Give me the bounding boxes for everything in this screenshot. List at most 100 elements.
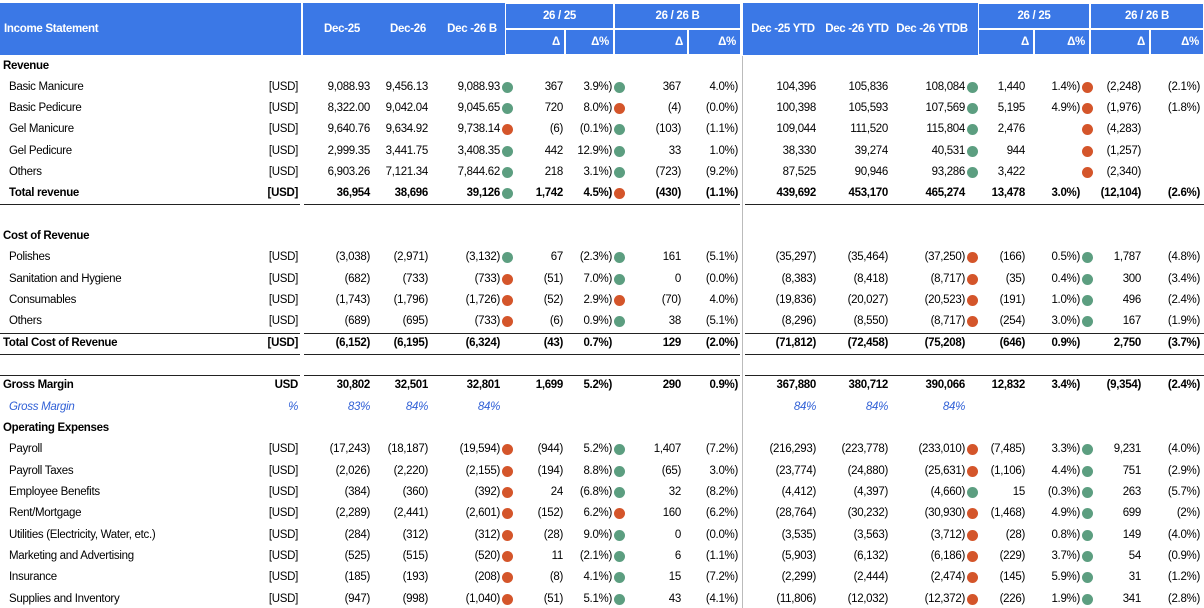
- row-label: Basic Manicure: [9, 80, 84, 93]
- cell-value: 109,044: [776, 123, 817, 136]
- cell-value: 7,844.62: [457, 166, 501, 179]
- status-dot: [967, 316, 978, 328]
- status-dot: [502, 103, 513, 115]
- cell-value: 111,520: [850, 123, 888, 136]
- cell-value: (2,444): [853, 571, 889, 584]
- cell-value: 442: [544, 144, 564, 157]
- cell-value: 13,478: [991, 187, 1026, 200]
- cell-value: (223,778): [841, 443, 888, 456]
- status-dot: [502, 81, 513, 93]
- cell-value: 5.9%): [1051, 571, 1080, 584]
- row-label: Gross Margin: [9, 400, 75, 413]
- cell-value: (0.3%): [1047, 486, 1080, 499]
- status-dot: [502, 508, 513, 520]
- cell-value: (2,026): [335, 464, 371, 477]
- cell-value: 4.0%): [709, 80, 738, 93]
- cell-value: 32,801: [466, 379, 501, 392]
- status-dot: [1082, 273, 1093, 285]
- status-dot: [967, 124, 978, 136]
- cell-value: 3,441.75: [385, 144, 429, 157]
- cell-value: (1,040): [465, 592, 501, 605]
- row-label: Payroll: [9, 443, 43, 456]
- cell-value: 38: [668, 315, 682, 328]
- cell-value: (28): [543, 528, 564, 541]
- status-dot: [1082, 551, 1093, 563]
- status-dot: [614, 103, 625, 115]
- cell-value: 39,126: [466, 187, 501, 200]
- status-dot: [614, 124, 625, 136]
- cell-value: 40,531: [931, 144, 966, 157]
- status-dot: [1082, 529, 1093, 541]
- cell-value: 39,274: [854, 144, 889, 157]
- cell-value: (8,418): [853, 272, 889, 285]
- row-label: Gross Margin: [3, 379, 74, 392]
- status-dot: [502, 551, 513, 563]
- status-dot: [967, 529, 978, 541]
- row-border: [304, 353, 740, 355]
- cell-value: (5.1%): [705, 251, 738, 264]
- cell-value: (3,038): [335, 251, 371, 264]
- cell-value: (193): [402, 571, 429, 584]
- cell-value: 3.3%): [1051, 443, 1080, 456]
- cell-value: 751: [1122, 464, 1142, 477]
- status-dot: [967, 444, 978, 456]
- cell-value: 9,045.65: [457, 102, 501, 115]
- cell-value: 5.2%): [583, 379, 612, 392]
- status-dot: [614, 572, 625, 584]
- unit-label: [USD]: [268, 80, 298, 93]
- row-label: Payroll Taxes: [9, 464, 74, 477]
- cell-value: (4.0%): [1167, 443, 1200, 456]
- cell-value: (312): [402, 528, 429, 541]
- cell-value: (30,930): [924, 507, 966, 520]
- section-label: Operating Expenses: [3, 422, 109, 435]
- status-dot: [502, 316, 513, 328]
- cell-value: 380,712: [848, 379, 889, 392]
- cell-value: (3,132): [465, 251, 501, 264]
- cell-value: (4,283): [1106, 123, 1142, 136]
- cell-value: 31: [1128, 571, 1142, 584]
- cell-value: (1.9%): [1167, 315, 1200, 328]
- row-border: [304, 332, 740, 334]
- cell-value: (0.0%): [705, 272, 738, 285]
- cell-value: (1.1%): [705, 187, 738, 200]
- cell-value: 218: [544, 166, 564, 179]
- cell-value: 0.5%): [1051, 251, 1080, 264]
- cell-value: 36,954: [336, 187, 371, 200]
- status-dot: [1082, 444, 1093, 456]
- cell-value: (998): [402, 592, 429, 605]
- cell-value: (2.8%): [1167, 592, 1200, 605]
- cell-value: 9.0%): [583, 528, 612, 541]
- cell-value: (733): [474, 315, 501, 328]
- cell-value: (6,152): [335, 336, 371, 349]
- cell-value: 15: [668, 571, 682, 584]
- row-label: Gel Manicure: [9, 123, 74, 136]
- status-dot: [1082, 167, 1093, 179]
- cell-value: (2,340): [1106, 166, 1142, 179]
- cell-value: 3.7%): [1051, 550, 1080, 563]
- row-label: Sanitation and Hygiene: [9, 272, 122, 285]
- status-dot: [1082, 316, 1093, 328]
- row-border: [304, 375, 740, 377]
- cell-value: 7,121.34: [385, 166, 429, 179]
- section-label: Cost of Revenue: [3, 230, 90, 243]
- cell-value: (6.8%): [579, 486, 612, 499]
- cell-value: (6): [549, 315, 563, 328]
- status-dot: [502, 124, 513, 136]
- unit-label: USD: [274, 379, 299, 392]
- cell-value: 84%: [865, 400, 888, 413]
- cell-value: (20,027): [847, 294, 889, 307]
- cell-value: (18,187): [387, 443, 429, 456]
- sub-header: Δ: [1090, 29, 1150, 55]
- header-column: Dec -26 B: [447, 23, 497, 35]
- cell-value: 0.9%): [1051, 336, 1080, 349]
- row-label: Basic Pedicure: [9, 102, 82, 115]
- cell-value: (8,550): [853, 315, 889, 328]
- status-dot: [967, 167, 978, 179]
- cell-value: 2,476: [997, 123, 1026, 136]
- cell-value: 30,802: [336, 379, 371, 392]
- cell-value: 4.0%): [709, 294, 738, 307]
- cell-value: 32,501: [394, 379, 429, 392]
- status-dot: [614, 316, 625, 328]
- status-dot: [614, 145, 625, 157]
- cell-value: (11,806): [776, 592, 816, 605]
